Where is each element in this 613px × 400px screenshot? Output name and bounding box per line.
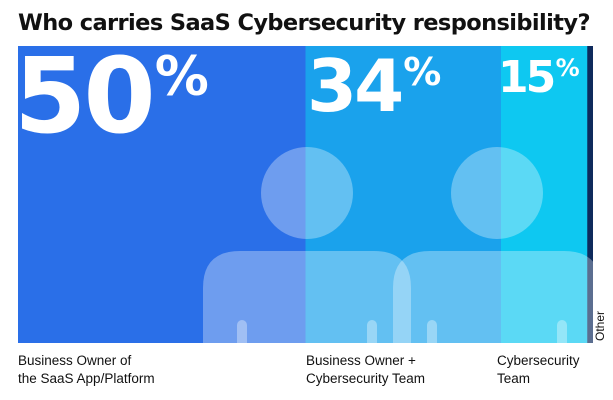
percent-sign-business-owner-cybersecurity: % xyxy=(403,50,441,94)
bar-cybersecurity-team xyxy=(501,46,588,343)
person-icon-right xyxy=(393,147,593,343)
value-label-business-owner-cybersecurity: 34 xyxy=(307,44,401,128)
percent-sign-cybersecurity-team: % xyxy=(556,54,580,82)
bar-business-owner xyxy=(18,46,306,343)
percent-sign-business-owner: % xyxy=(155,45,209,108)
value-label-business-owner: 50 xyxy=(14,35,153,157)
category-label-business-owner: Business Owner of the SaaS App/Platform xyxy=(18,353,155,386)
category-label-cybersecurity-team: Cybersecurity Team xyxy=(497,353,580,386)
value-label-cybersecurity-team: 15 xyxy=(498,52,554,103)
category-label-other: Other xyxy=(593,311,607,341)
person-icon-left xyxy=(203,147,411,343)
bar-other xyxy=(587,46,593,343)
chart-title: Who carries SaaS Cybersecurity responsib… xyxy=(18,10,591,36)
category-label-business-owner-cybersecurity: Business Owner + Cybersecurity Team xyxy=(306,353,426,386)
bar-business-owner-cybersecurity xyxy=(305,46,502,343)
